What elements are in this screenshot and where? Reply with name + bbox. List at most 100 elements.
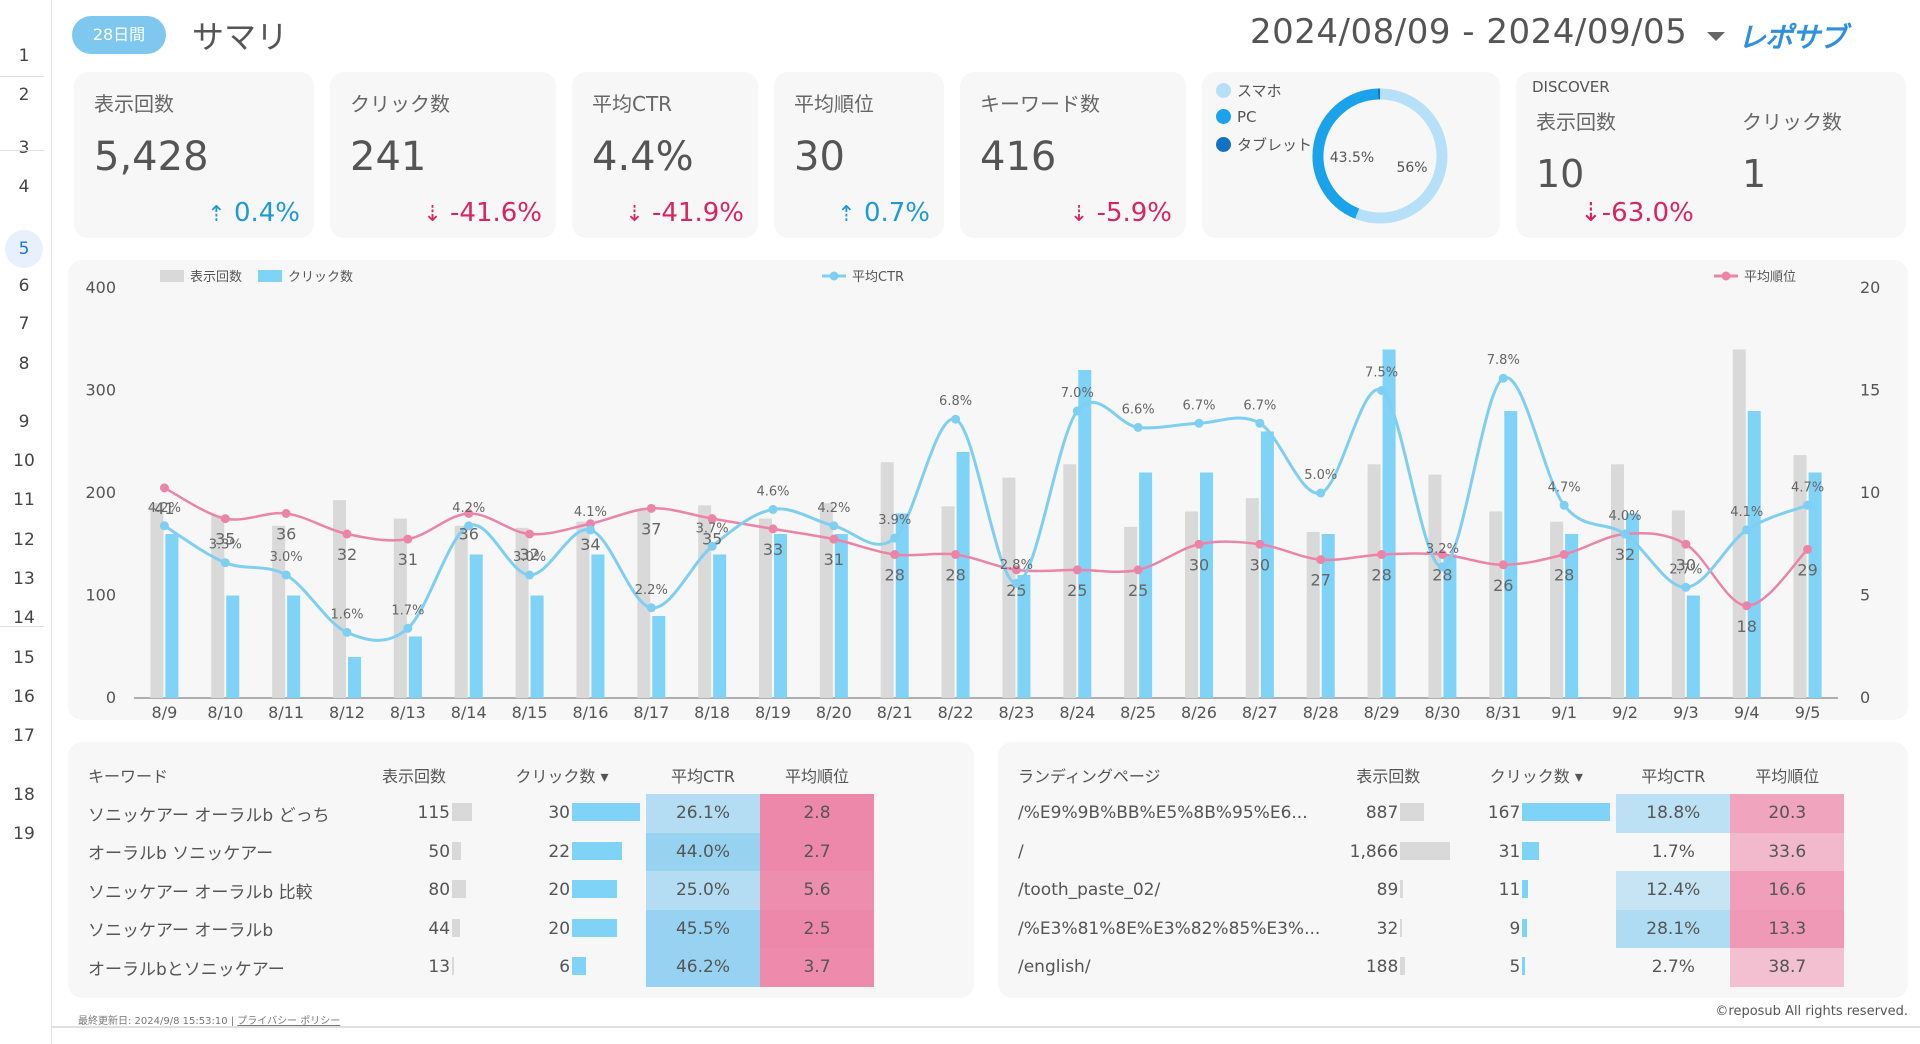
column-header[interactable]: ランディングページ xyxy=(1018,767,1161,786)
row-number[interactable]: 1 xyxy=(18,46,30,66)
point-ctr[interactable] xyxy=(646,603,656,613)
bar-impressions[interactable] xyxy=(1002,477,1016,698)
row-number[interactable]: 2 xyxy=(18,85,30,105)
bar-clicks[interactable] xyxy=(1139,472,1153,699)
bar-impressions[interactable] xyxy=(1428,474,1442,698)
column-header[interactable]: 平均順位 xyxy=(1755,767,1820,786)
point-ctr[interactable] xyxy=(220,558,230,568)
point-position[interactable] xyxy=(1681,539,1691,549)
point-position[interactable] xyxy=(281,509,291,518)
bar-impressions[interactable] xyxy=(1185,511,1198,698)
point-ctr[interactable] xyxy=(1011,578,1021,588)
bar-clicks[interactable] xyxy=(1200,472,1213,699)
row-label[interactable]: /tooth_paste_02/ xyxy=(1018,880,1161,901)
bar-impressions[interactable] xyxy=(272,525,286,698)
bar-clicks[interactable] xyxy=(1747,411,1761,698)
row-label[interactable]: ソニッケアー オーラルb 比較 xyxy=(88,882,313,903)
point-ctr[interactable] xyxy=(1620,529,1630,539)
bar-impressions[interactable] xyxy=(1732,349,1746,699)
point-ctr[interactable] xyxy=(1803,500,1813,510)
point-ctr[interactable] xyxy=(768,504,778,514)
legend-impressions[interactable]: 表示回数 xyxy=(190,270,242,285)
bar-clicks[interactable] xyxy=(652,616,666,698)
table-row[interactable]: オーラルb ソニッケアー 50 22 44.0% 2.7 xyxy=(88,832,874,871)
column-header[interactable]: 表示回数 xyxy=(1356,767,1421,786)
table-row[interactable]: /%E3%81%8E%E3%82%85%E3%... 32 9 28.1% 13… xyxy=(1018,909,1845,948)
bar-clicks[interactable] xyxy=(834,534,848,698)
table-row[interactable]: /english/ 188 5 2.7% 38.7 xyxy=(1018,948,1845,987)
table-row[interactable]: /tooth_paste_02/ 89 11 12.4% 16.6 xyxy=(1018,871,1845,910)
period-badge[interactable]: 28日間 xyxy=(72,16,166,54)
bar-clicks[interactable] xyxy=(469,554,483,699)
point-position[interactable] xyxy=(1559,550,1569,559)
point-ctr[interactable] xyxy=(1377,386,1387,395)
bar-impressions[interactable] xyxy=(759,518,772,698)
bar-impressions[interactable] xyxy=(576,521,590,698)
bar-impressions[interactable] xyxy=(333,500,346,698)
point-position[interactable] xyxy=(951,550,961,559)
point-ctr[interactable] xyxy=(707,541,717,551)
bar-impressions[interactable] xyxy=(819,503,833,698)
point-position[interactable] xyxy=(342,529,352,539)
bar-clicks[interactable] xyxy=(1382,349,1396,699)
point-position[interactable] xyxy=(220,514,230,524)
point-position[interactable] xyxy=(1255,539,1265,549)
bar-impressions[interactable] xyxy=(1306,531,1320,698)
bar-clicks[interactable] xyxy=(1443,554,1457,699)
row-label[interactable]: オーラルb ソニッケアー xyxy=(88,844,274,865)
column-header[interactable]: キーワード xyxy=(88,767,169,786)
row-number[interactable]: 13 xyxy=(13,569,35,589)
point-position[interactable] xyxy=(1498,560,1508,570)
table-row[interactable]: ソニッケアー オーラルb どっち 115 30 26.1% 2.8 xyxy=(88,794,874,833)
bar-clicks[interactable] xyxy=(1321,534,1335,698)
point-position[interactable] xyxy=(1742,601,1752,611)
point-ctr[interactable] xyxy=(1072,406,1082,416)
bar-impressions[interactable] xyxy=(698,505,712,698)
point-position[interactable] xyxy=(585,519,595,529)
bar-impressions[interactable] xyxy=(393,518,407,698)
point-ctr[interactable] xyxy=(829,521,839,531)
bar-clicks[interactable] xyxy=(895,513,909,699)
bar-impressions[interactable] xyxy=(1550,521,1564,698)
row-label[interactable]: /english/ xyxy=(1018,957,1091,978)
row-number[interactable]: 5 xyxy=(5,230,43,268)
point-ctr[interactable] xyxy=(1194,418,1204,428)
bar-clicks[interactable] xyxy=(713,554,727,699)
row-number[interactable]: 8 xyxy=(18,354,30,374)
bar-clicks[interactable] xyxy=(1565,534,1579,698)
point-position[interactable] xyxy=(1011,565,1021,575)
point-position[interactable] xyxy=(159,483,169,493)
bar-clicks[interactable] xyxy=(591,554,605,699)
sort-clicks-header[interactable]: クリック数 ▾ xyxy=(515,767,609,786)
bar-clicks[interactable] xyxy=(530,595,544,699)
point-ctr[interactable] xyxy=(951,414,961,424)
bar-impressions[interactable] xyxy=(454,525,468,698)
row-label[interactable]: / xyxy=(1018,841,1024,862)
point-position[interactable] xyxy=(525,529,535,539)
legend-impressions-swatch[interactable] xyxy=(160,270,184,282)
column-header[interactable]: 平均CTR xyxy=(670,767,736,786)
bar-clicks[interactable] xyxy=(774,534,787,698)
point-ctr[interactable] xyxy=(1437,562,1447,572)
point-ctr[interactable] xyxy=(1255,418,1265,428)
chevron-down-icon[interactable] xyxy=(1707,32,1725,41)
row-number[interactable]: 10 xyxy=(13,451,35,471)
bar-clicks[interactable] xyxy=(408,636,422,699)
table-row[interactable]: オーラルbとソニッケアー 13 6 46.2% 3.7 xyxy=(88,948,874,987)
point-position[interactable] xyxy=(1194,539,1204,549)
bar-clicks[interactable] xyxy=(1808,472,1822,699)
point-position[interactable] xyxy=(1316,555,1326,565)
point-position[interactable] xyxy=(1437,550,1447,559)
point-ctr[interactable] xyxy=(464,521,474,531)
bar-clicks[interactable] xyxy=(287,595,301,699)
bar-impressions[interactable] xyxy=(1611,464,1624,698)
row-number[interactable]: 11 xyxy=(13,490,35,510)
row-number[interactable]: 15 xyxy=(13,648,35,668)
bar-impressions[interactable] xyxy=(1793,455,1807,698)
point-position[interactable] xyxy=(1377,550,1387,559)
point-position[interactable] xyxy=(646,503,656,513)
point-ctr[interactable] xyxy=(159,521,169,531)
row-number[interactable]: 6 xyxy=(18,276,30,296)
row-number[interactable]: 7 xyxy=(18,314,30,334)
row-number[interactable]: 12 xyxy=(13,530,35,550)
